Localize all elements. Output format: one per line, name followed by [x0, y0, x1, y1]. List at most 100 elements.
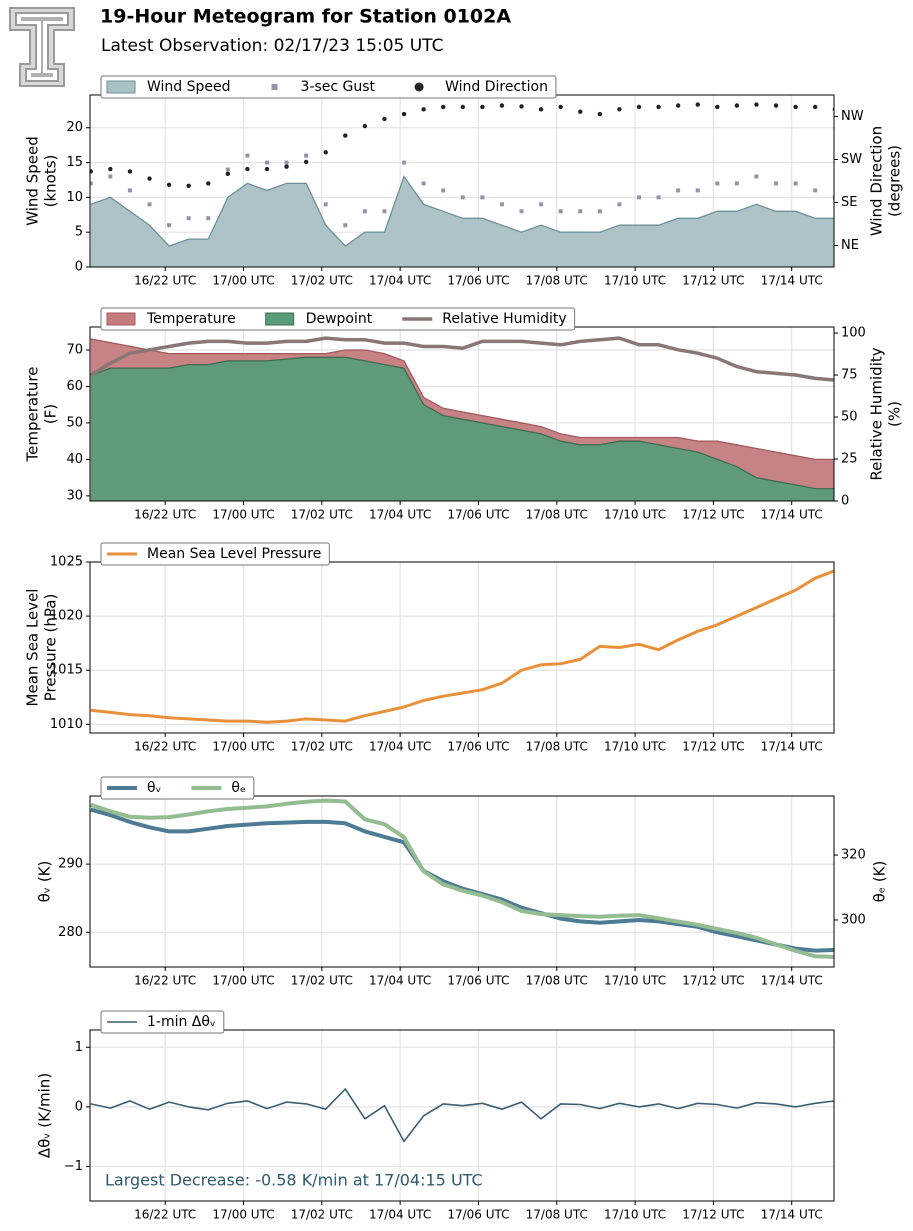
direction-point — [90, 169, 93, 174]
title: 19-Hour Meteogram for Station 0102A — [100, 6, 511, 28]
y-tick-label: −1 — [64, 1159, 83, 1174]
plot-area — [90, 1030, 834, 1201]
x-tick-label: 17/04 UTC — [369, 508, 431, 522]
gust-point — [656, 195, 661, 200]
area-fill — [90, 357, 834, 501]
x-tick-label: 17/10 UTC — [604, 974, 666, 988]
y-tick-label: 290 — [58, 857, 83, 872]
direction-point — [734, 103, 740, 108]
x-tick-label: 17/12 UTC — [682, 508, 744, 522]
annotation: Largest Decrease: -0.58 K/min at 17/04:1… — [105, 1171, 483, 1190]
gust-point — [304, 153, 309, 158]
y2-tick-label: SE — [841, 195, 857, 210]
gust-point — [734, 181, 739, 186]
y-tick-label: 5 — [75, 225, 83, 240]
gust-point — [382, 209, 387, 214]
area-line — [90, 338, 834, 461]
x-tick-label: 17/14 UTC — [761, 508, 823, 522]
y2-tick-label: 50 — [841, 410, 858, 425]
gust-point — [460, 195, 465, 200]
gust-point — [245, 153, 250, 158]
gust-point — [597, 209, 602, 214]
gust-point — [480, 195, 485, 200]
y-tick-label: 20 — [66, 120, 83, 135]
legend-box — [100, 542, 330, 566]
y-axis-label: Temperature — [24, 366, 42, 462]
gust-point — [695, 188, 700, 193]
x-tick-label: 17/10 UTC — [604, 274, 666, 288]
gust-point — [774, 181, 779, 186]
legend-swatch — [271, 84, 278, 90]
gust-point — [754, 174, 759, 179]
direction-point — [186, 183, 191, 188]
legend: 1-min Δθᵥ — [100, 1010, 225, 1034]
subtitle: Latest Observation: 02/17/23 15:05 UTC — [101, 36, 443, 56]
direction-point — [636, 104, 642, 110]
axes-frame — [89, 561, 835, 734]
y2-axis-label: (%) — [886, 401, 904, 427]
legend-swatch — [265, 312, 295, 326]
direction-point — [656, 104, 661, 110]
direction-point — [695, 102, 700, 107]
plot-area — [90, 796, 834, 967]
gust-point — [578, 209, 583, 214]
legend-label: Wind Direction — [445, 79, 548, 95]
legend: Temperature Dewpoint Relative Humidity — [100, 307, 576, 331]
gust-point — [421, 181, 426, 186]
y-axis-label: Wind Speed — [24, 136, 42, 226]
x-tick-label: 17/10 UTC — [604, 740, 666, 754]
gust-point — [362, 209, 367, 214]
gust-point — [519, 209, 524, 214]
line — [90, 569, 834, 724]
y-axis-label: (knots) — [42, 155, 60, 208]
direction-point — [245, 166, 250, 172]
area-line — [90, 175, 834, 247]
legend-label: θₑ — [231, 780, 245, 796]
gust-point — [441, 188, 446, 193]
direction-point — [773, 103, 779, 108]
x-tick-label: 17/00 UTC — [212, 508, 274, 522]
direction-point — [460, 104, 465, 110]
legend-label: Temperature — [146, 311, 236, 327]
x-tick-label: 17/08 UTC — [526, 508, 588, 522]
axes-frame — [89, 1029, 835, 1202]
direction-point — [813, 104, 818, 110]
direction-point — [597, 111, 603, 117]
x-tick-label: 17/08 UTC — [526, 274, 588, 288]
gust-point — [636, 195, 641, 200]
x-tick-label: 17/04 UTC — [369, 1208, 431, 1222]
gust-point — [832, 195, 834, 200]
gust-point — [167, 223, 172, 228]
legend-box — [100, 776, 255, 800]
y-axis-label: Δθᵥ (K/min) — [36, 1073, 54, 1158]
y-tick-label: 1020 — [50, 609, 83, 624]
plot-area — [90, 562, 834, 733]
direction-point — [480, 104, 485, 110]
legend-label: Mean Sea Level Pressure — [147, 546, 321, 562]
gust-point — [676, 188, 681, 193]
y-axis-label: Pressure (hPa) — [42, 594, 60, 702]
direction-point — [343, 133, 348, 138]
gust-point — [617, 202, 622, 207]
y2-axis-label: Wind Direction — [868, 126, 886, 236]
direction-point — [421, 107, 426, 112]
y2-tick-label: 100 — [841, 326, 866, 341]
gust-point — [90, 181, 93, 186]
direction-point — [147, 176, 152, 181]
direction-point — [264, 166, 270, 172]
x-tick-label: 17/14 UTC — [761, 740, 823, 754]
x-tick-label: 17/06 UTC — [447, 1208, 509, 1222]
legend-label: 3-sec Gust — [301, 79, 376, 95]
x-tick-label: 16/22 UTC — [134, 740, 196, 754]
legend: θᵥ θₑ — [100, 776, 255, 800]
x-tick-label: 16/22 UTC — [134, 1208, 196, 1222]
x-tick-label: 17/10 UTC — [604, 508, 666, 522]
x-tick-label: 17/00 UTC — [212, 740, 274, 754]
gust-point — [793, 181, 798, 186]
y2-tick-label: 320 — [841, 848, 866, 863]
y2-tick-label: SW — [841, 152, 862, 167]
direction-point — [206, 181, 211, 186]
x-tick-label: 17/06 UTC — [447, 740, 509, 754]
legend-swatch — [414, 82, 424, 92]
